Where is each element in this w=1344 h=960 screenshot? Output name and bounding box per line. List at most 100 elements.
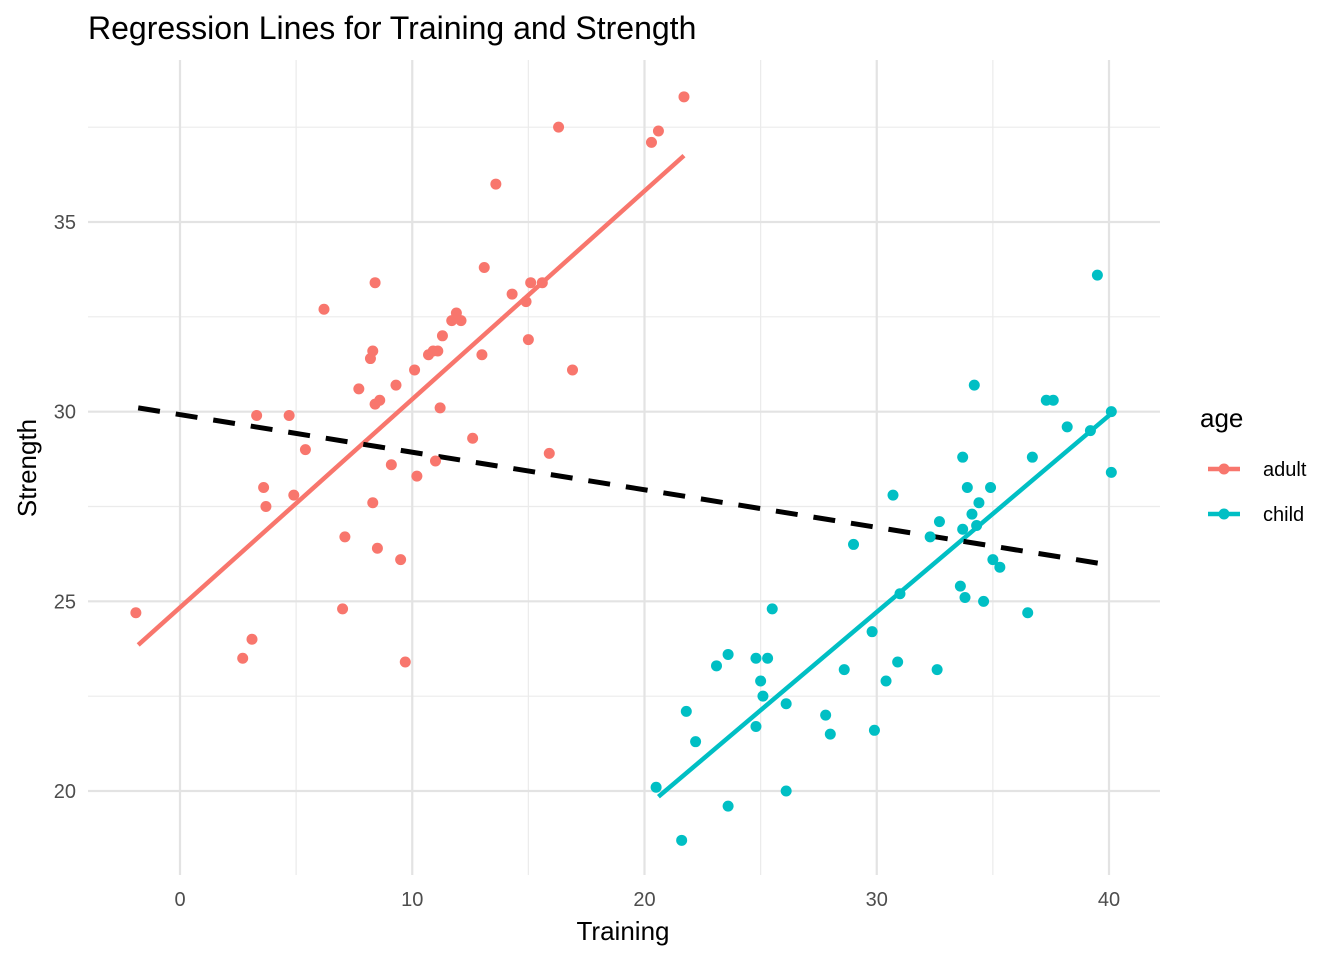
point-adult xyxy=(395,554,407,566)
legend-label-adult: adult xyxy=(1263,459,1307,481)
point-child xyxy=(766,603,778,615)
x-axis-title: Training xyxy=(577,916,670,946)
point-adult xyxy=(339,531,351,543)
point-child xyxy=(994,561,1006,573)
point-child xyxy=(690,736,702,748)
regression-line-child xyxy=(656,411,1113,799)
y-axis-title: Strength xyxy=(12,419,42,517)
legend-items: adult child xyxy=(1208,459,1307,526)
legend-key-point-child xyxy=(1218,508,1230,520)
point-child xyxy=(987,554,999,566)
point-adult xyxy=(299,444,311,456)
point-adult xyxy=(520,296,532,308)
point-adult xyxy=(288,489,300,501)
point-child xyxy=(650,781,662,793)
point-adult xyxy=(543,447,555,459)
x-axis-tick-labels: 0 10 20 30 40 xyxy=(174,889,1120,911)
point-child xyxy=(1047,394,1059,406)
point-adult xyxy=(567,364,579,376)
point-child xyxy=(820,709,832,721)
point-adult xyxy=(478,262,490,274)
point-adult xyxy=(371,542,383,554)
point-child xyxy=(957,523,969,535)
point-child xyxy=(710,660,722,672)
legend: age adult child xyxy=(1200,403,1307,526)
point-adult xyxy=(411,470,423,482)
point-child xyxy=(1026,451,1038,463)
x-tick-label: 0 xyxy=(174,889,185,911)
point-adult xyxy=(260,501,272,512)
point-child xyxy=(762,652,774,664)
point-child xyxy=(1022,607,1034,619)
point-adult xyxy=(251,409,263,421)
point-child xyxy=(868,724,880,736)
regression-lines xyxy=(136,153,1113,799)
point-adult xyxy=(434,402,446,414)
point-adult xyxy=(246,633,258,645)
point-adult xyxy=(385,459,397,471)
point-child xyxy=(722,800,734,812)
point-child xyxy=(924,531,936,543)
point-adult xyxy=(367,345,379,357)
point-adult xyxy=(237,652,249,664)
point-child xyxy=(959,592,971,604)
x-tick-label: 10 xyxy=(401,889,423,911)
legend-key-point-adult xyxy=(1218,463,1230,475)
x-tick-label: 20 xyxy=(633,889,655,911)
point-adult xyxy=(318,303,330,315)
point-adult xyxy=(645,136,657,148)
point-adult xyxy=(490,178,502,190)
point-child xyxy=(880,675,892,687)
point-adult xyxy=(374,394,386,406)
point-adult xyxy=(553,121,565,133)
point-child xyxy=(973,497,985,509)
point-adult xyxy=(522,334,534,346)
data-points xyxy=(130,91,1117,846)
point-adult xyxy=(678,91,690,103)
point-child xyxy=(866,626,878,638)
point-child xyxy=(966,508,978,520)
point-adult xyxy=(337,603,349,615)
point-adult xyxy=(476,349,488,361)
point-adult xyxy=(436,330,448,342)
point-child xyxy=(780,698,792,710)
point-child xyxy=(780,785,792,797)
point-child xyxy=(1105,406,1117,418)
y-tick-label: 20 xyxy=(54,781,76,803)
point-adult xyxy=(258,482,270,494)
point-child xyxy=(824,728,836,740)
point-child xyxy=(1084,425,1096,437)
point-adult xyxy=(367,497,379,509)
point-child xyxy=(750,721,762,733)
point-adult xyxy=(467,432,479,444)
overall-regression-line xyxy=(137,405,1112,568)
point-child xyxy=(985,482,997,494)
point-child xyxy=(722,648,734,660)
point-adult xyxy=(409,364,421,376)
point-child xyxy=(968,379,980,391)
point-adult xyxy=(283,409,295,421)
point-adult xyxy=(536,277,548,289)
point-adult xyxy=(652,125,664,137)
point-child xyxy=(750,652,762,664)
legend-title: age xyxy=(1200,403,1243,433)
point-child xyxy=(887,489,899,501)
point-child xyxy=(933,516,945,528)
point-child xyxy=(848,538,860,550)
point-child xyxy=(978,595,990,607)
point-adult xyxy=(432,345,444,357)
point-child xyxy=(1061,421,1073,433)
point-adult xyxy=(429,455,441,467)
point-adult xyxy=(525,277,537,289)
y-tick-label: 25 xyxy=(54,591,76,613)
x-tick-label: 30 xyxy=(866,889,888,911)
point-adult xyxy=(506,288,518,300)
y-axis-tick-labels: 20 25 30 35 xyxy=(54,212,76,803)
point-adult xyxy=(369,277,381,289)
point-child xyxy=(1091,269,1103,281)
point-child xyxy=(676,834,688,846)
y-tick-label: 30 xyxy=(54,402,76,424)
x-tick-label: 40 xyxy=(1098,889,1120,911)
